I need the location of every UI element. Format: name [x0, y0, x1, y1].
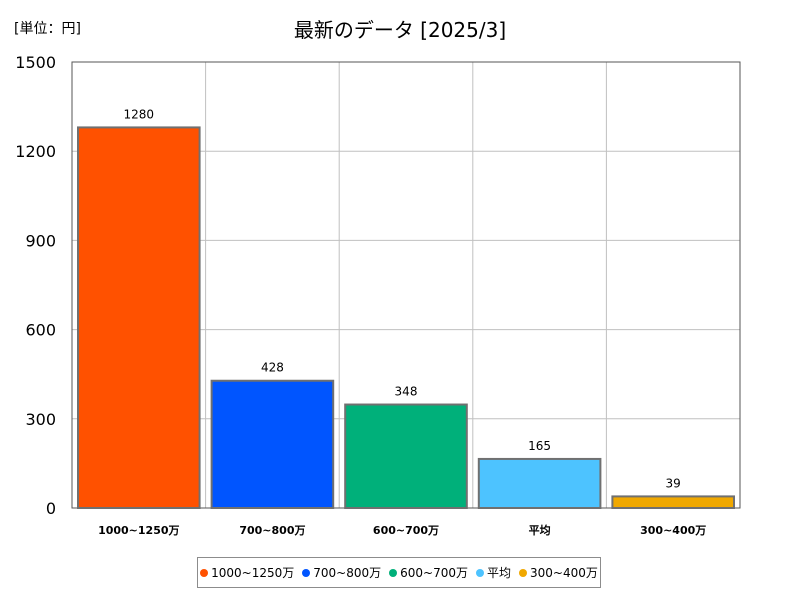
data-label: 165: [528, 439, 551, 453]
data-label: 428: [261, 361, 284, 375]
legend-entry: 300~400万: [519, 564, 598, 581]
y-tick-label: 600: [25, 321, 56, 340]
data-label: 1280: [124, 107, 155, 121]
legend-label: 平均: [487, 566, 512, 580]
y-tick-label: 1200: [15, 142, 56, 161]
legend-label: 700~800万: [313, 566, 382, 580]
data-label: 348: [395, 385, 418, 399]
y-tick-label: 300: [25, 410, 56, 429]
x-tick-label: 1000~1250万: [98, 524, 179, 537]
legend-swatch: [519, 568, 528, 577]
x-tick-label: 600~700万: [373, 524, 439, 537]
x-tick-label: 700~800万: [239, 524, 305, 537]
bar: [477, 457, 602, 510]
legend-swatch: [389, 568, 398, 577]
legend-entry: 平均: [476, 564, 511, 581]
data-label: 39: [666, 476, 681, 490]
legend-label: 600~700万: [400, 566, 468, 580]
legend-swatch: [200, 568, 209, 577]
y-tick-label: 0: [46, 499, 56, 518]
bar: [77, 126, 201, 509]
legend-swatch: [302, 568, 311, 577]
x-tick-label: 300~400万: [640, 524, 706, 537]
bar: [210, 379, 335, 509]
x-tick-label: 平均: [529, 523, 551, 537]
bar: [344, 403, 468, 510]
y-tick-label: 900: [25, 231, 56, 250]
legend-entry: 1000~1250万: [200, 564, 294, 581]
unit-label: [単位：円]: [14, 21, 81, 37]
chart-title: 最新のデータ [2025/3]: [293, 18, 507, 42]
legend-entry: 700~800万: [302, 564, 381, 581]
legend-label: 300~400万: [530, 566, 598, 580]
legend-swatch: [476, 568, 484, 577]
legend-label: 1000~1250万: [211, 566, 295, 580]
legend: 1000~1250万 700~800万 600~700万 平均 300~400万: [197, 557, 601, 588]
y-tick-label: 1500: [15, 53, 56, 72]
legend-entry: 600~700万: [389, 564, 468, 581]
bar: [611, 495, 736, 509]
